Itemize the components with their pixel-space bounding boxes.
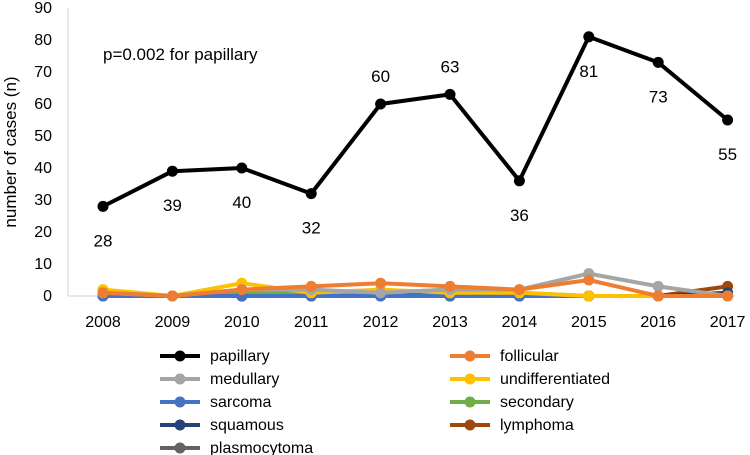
legend-marker-squamous (174, 419, 186, 431)
legend-item-plasmocytoma: plasmocytoma (160, 440, 313, 455)
legend-marker-follicular (464, 350, 476, 362)
legend-marker-undifferentiated (464, 373, 476, 385)
data-label-papillary: 28 (94, 231, 113, 250)
data-point-papillary (97, 200, 109, 212)
series-line-follicular (102, 278, 728, 298)
data-point-follicular (513, 284, 525, 296)
x-tick-label: 2011 (294, 314, 329, 331)
y-tick-label: 80 (34, 32, 52, 49)
data-label-papillary: 55 (718, 145, 737, 164)
series-line-papillary (102, 34, 729, 209)
y-tick-label: 70 (34, 64, 52, 81)
legend-item-undifferentiated: undifferentiated (450, 371, 610, 388)
data-label-papillary: 63 (441, 57, 460, 76)
p-value-annotation: p=0.002 for papillary (103, 45, 258, 64)
legend-label: squamous (210, 417, 284, 434)
legend-item-secondary: secondary (450, 394, 574, 411)
legend-label: papillary (210, 348, 270, 365)
x-tick-label: 2016 (640, 314, 676, 331)
data-point-papillary (513, 175, 525, 187)
data-point-follicular (375, 277, 387, 289)
data-point-follicular (305, 280, 317, 292)
legend-label: follicular (500, 348, 559, 365)
data-label-papillary: 60 (371, 67, 390, 86)
y-tick-label: 90 (34, 0, 52, 17)
data-point-follicular (652, 290, 664, 302)
legend-item-medullary: medullary (160, 371, 279, 388)
data-point-papillary (375, 98, 387, 110)
series-layer (97, 31, 734, 302)
legend-item-squamous: squamous (160, 417, 284, 434)
data-point-papillary (722, 114, 734, 126)
y-tick-label: 50 (34, 128, 52, 145)
series-papillary (97, 31, 734, 212)
legend-marker-plasmocytoma (174, 442, 186, 454)
data-label-papillary: 36 (510, 206, 529, 225)
data-labels-layer: 28 39 40 32 60 63 36 81 73 55 (94, 57, 738, 250)
data-point-medullary (652, 280, 664, 292)
data-point-papillary (444, 88, 456, 100)
x-tick-label: 2017 (710, 314, 746, 331)
data-point-follicular (583, 274, 595, 286)
legend-marker-lymphoma (464, 419, 476, 431)
legend-item-follicular: follicular (450, 348, 559, 365)
legend-item-papillary: papillary (160, 348, 270, 365)
y-tick-label: 40 (34, 160, 52, 177)
data-point-papillary (166, 165, 178, 177)
data-point-follicular (236, 284, 248, 296)
data-point-undifferentiated (583, 290, 595, 302)
legend-item-lymphoma: lymphoma (450, 417, 574, 434)
x-tick-label: 2015 (571, 314, 607, 331)
data-point-papillary (236, 162, 248, 174)
data-point-follicular (97, 287, 109, 299)
legend-marker-medullary (174, 373, 186, 385)
data-label-papillary: 81 (579, 62, 598, 81)
data-point-follicular (166, 290, 178, 302)
legend-label: undifferentiated (500, 371, 610, 388)
legend-marker-secondary (464, 396, 476, 408)
legend-marker-sarcoma (174, 396, 186, 408)
legend-label: secondary (500, 394, 574, 411)
x-tick-label: 2009 (155, 314, 191, 331)
x-tick-label: 2010 (224, 314, 260, 331)
legend-label: plasmocytoma (210, 440, 313, 455)
y-tick-label: 30 (34, 192, 52, 209)
axes: 0 10 20 30 40 50 60 70 80 90 2008 2009 2010 2011 2012 2… (34, 0, 745, 331)
data-point-papillary (652, 56, 664, 68)
y-tick-label: 60 (34, 96, 52, 113)
data-label-papillary: 40 (232, 193, 251, 212)
data-point-follicular (444, 280, 456, 292)
data-point-papillary (305, 188, 317, 200)
legend: papillary follicular medullary undifferenti… (160, 348, 610, 455)
data-point-papillary (583, 31, 595, 43)
series-follicular (97, 274, 734, 302)
y-axis-label: number of cases (n) (1, 76, 20, 227)
legend-label: medullary (210, 371, 279, 388)
legend-label: lymphoma (500, 417, 574, 434)
y-tick-label: 0 (43, 288, 52, 305)
data-label-papillary: 39 (163, 196, 182, 215)
y-tick-label: 10 (34, 256, 52, 273)
legend-marker-papillary (174, 350, 186, 362)
y-tick-label: 20 (34, 224, 52, 241)
data-point-follicular (722, 290, 734, 302)
legend-item-sarcoma: sarcoma (160, 394, 271, 411)
x-tick-label: 2014 (502, 314, 538, 331)
data-label-papillary: 73 (649, 87, 668, 106)
x-tick-label: 2013 (432, 314, 468, 331)
x-tick-label: 2012 (363, 314, 399, 331)
data-label-papillary: 32 (302, 219, 321, 238)
data-point-medullary (375, 287, 387, 299)
legend-label: sarcoma (210, 394, 271, 411)
x-tick-label: 2008 (85, 314, 121, 331)
